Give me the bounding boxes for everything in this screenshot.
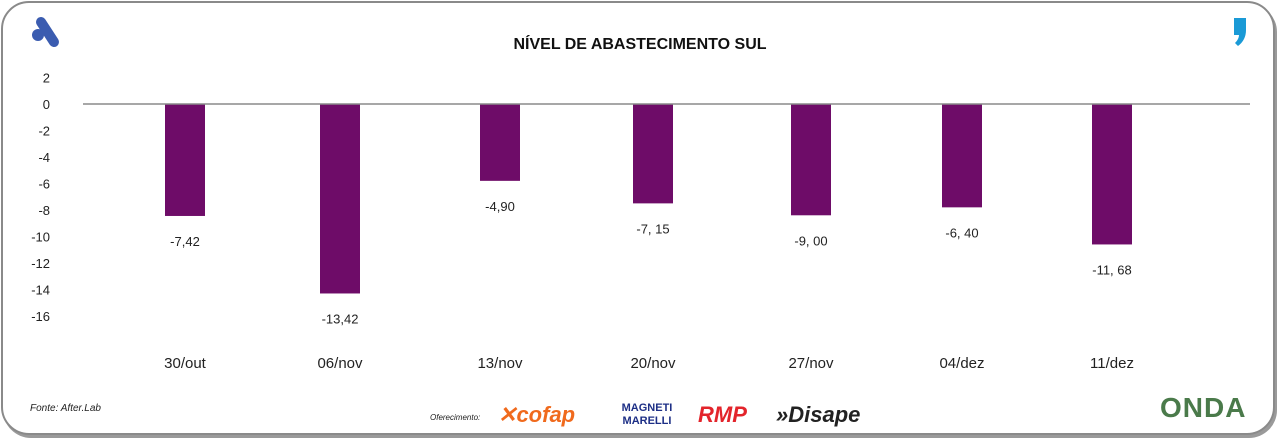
data-label: -7, 15	[636, 221, 669, 236]
y-tick-label: -16	[31, 309, 50, 324]
x-tick-label: 11/dez	[1090, 355, 1134, 372]
data-label: -11, 68	[1092, 262, 1132, 277]
x-tick-label: 20/nov	[630, 355, 676, 372]
data-label: -6, 40	[945, 225, 978, 240]
y-tick-label: 0	[43, 97, 50, 112]
cofap-logo: ✕cofap	[498, 402, 576, 427]
x-tick-label: 04/dez	[939, 355, 984, 372]
x-tick-label: 27/nov	[788, 355, 834, 372]
bar	[1092, 104, 1132, 245]
rmp-logo: RMP	[698, 402, 747, 427]
x-tick-label: 06/nov	[317, 355, 363, 372]
bar	[791, 104, 831, 216]
y-tick-label: -6	[38, 177, 50, 192]
y-tick-label: -14	[31, 283, 50, 298]
chart-frame	[1, 1, 1275, 435]
data-label: -9, 00	[794, 233, 827, 248]
y-tick-label: -12	[31, 256, 50, 271]
onda-logo: ONDA	[1160, 392, 1247, 423]
x-tick-label: 13/nov	[477, 355, 523, 372]
y-tick-label: -8	[38, 203, 50, 218]
afterlab-logo-icon	[32, 17, 59, 47]
bar	[942, 104, 982, 208]
bar	[480, 104, 520, 181]
data-label: -13,42	[322, 311, 359, 326]
y-tick-label: -2	[38, 124, 50, 139]
y-tick-label: -10	[31, 230, 50, 245]
magneti-marelli-logo: MAGNETI MARELLI	[621, 402, 673, 427]
source-note: Fonte: After.Lab	[30, 403, 101, 414]
y-tick-label: 2	[43, 71, 50, 86]
quote-icon	[1234, 18, 1246, 46]
bar	[633, 104, 673, 204]
disape-logo: »Disape	[776, 402, 861, 427]
data-label: -4,90	[485, 199, 515, 214]
bar	[320, 104, 360, 294]
x-tick-label: 30/out	[164, 355, 207, 372]
sponsor-label: Oferecimento:	[430, 413, 481, 422]
bar	[165, 104, 205, 216]
chart-title: NÍVEL DE ABASTECIMENTO SUL	[513, 36, 767, 53]
data-label: -7,42	[170, 234, 200, 249]
y-tick-label: -4	[38, 150, 50, 165]
